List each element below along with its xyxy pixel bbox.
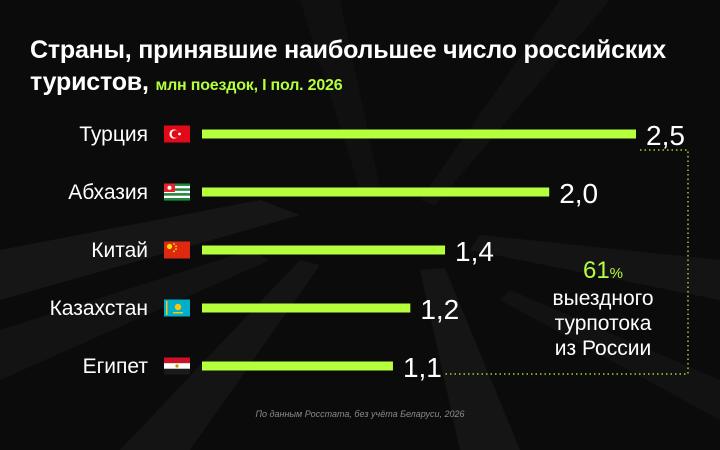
category-label: Абхазия: [68, 181, 148, 204]
callout-line-1: выездного: [552, 287, 654, 310]
category-label: Египет: [83, 355, 149, 378]
callout-percent: 61%: [582, 257, 624, 284]
china-flag-icon: [164, 241, 190, 259]
callout-bracket: [445, 149, 689, 375]
share-callout: 61% выездного турпотока из России: [528, 258, 678, 361]
category-label: Турция: [79, 123, 148, 146]
callout-line-2: турпотока: [554, 312, 652, 335]
kazakhstan-flag-icon: [164, 299, 190, 317]
source-note: По данным Росстата, без учёта Беларуси, …: [255, 409, 465, 419]
bar: [202, 303, 411, 313]
bar: [202, 129, 636, 139]
category-label: Китай: [91, 239, 148, 262]
value-label: 2,0: [559, 178, 598, 209]
value-label: 1,2: [420, 294, 459, 325]
title-units: млн поездок, I пол. 2026: [155, 77, 343, 94]
bar: [202, 245, 446, 255]
bar: [202, 361, 393, 371]
abkhazia-flag-icon: [164, 183, 190, 201]
egypt-flag-icon: [164, 357, 190, 375]
value-label: 1,4: [455, 236, 494, 267]
chart-title: Страны, принявшие наибольшее число росси…: [30, 34, 670, 102]
title-main: Страны, принявшие наибольшее число росси…: [30, 36, 666, 96]
callout-line-3: из России: [554, 337, 652, 360]
value-label: 1,1: [403, 352, 442, 383]
bar: [202, 187, 550, 197]
category-label: Казахстан: [50, 297, 148, 320]
turkey-flag-icon: [164, 125, 190, 143]
value-label: 2,5: [646, 120, 685, 151]
